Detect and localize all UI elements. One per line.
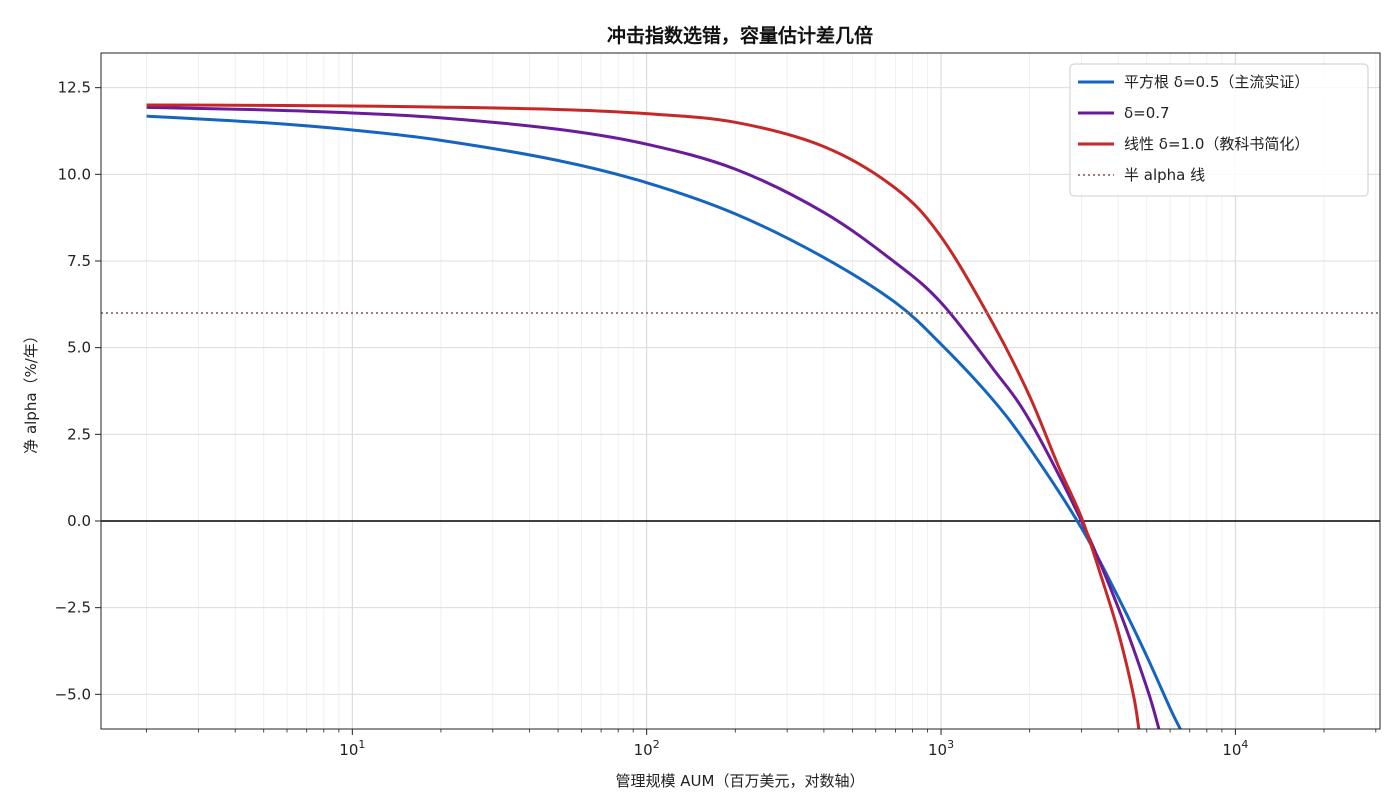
legend: 平方根 δ=0.5（主流实证） δ=0.7 线性 δ=1.0（教科书简化） 半 alp… (1069, 63, 1369, 197)
y-tick-label: −2.5 (55, 599, 91, 617)
legend-label: δ=0.7 (1124, 104, 1170, 122)
series-layer (101, 103, 1380, 729)
y-tick-label: 10.0 (58, 165, 91, 183)
x-tick-label: 102 (634, 738, 660, 759)
y-axis-label: 净 alpha（%/年） (22, 328, 40, 454)
y-tick-label: 7.5 (67, 252, 91, 270)
legend-box (1069, 63, 1369, 197)
legend-label: 线性 δ=1.0（教科书简化） (1124, 135, 1309, 153)
y-tick-label: −5.0 (55, 685, 91, 703)
series-delta07-line (146, 105, 1161, 729)
x-tick-label: 103 (928, 738, 954, 759)
y-tick-label: 0.0 (67, 512, 91, 530)
legend-label: 半 alpha 线 (1124, 166, 1205, 184)
x-tick-label: 104 (1222, 738, 1248, 759)
y-tick-label: 5.0 (67, 339, 91, 357)
x-tick-label: 101 (339, 738, 365, 759)
series-linear-line (146, 103, 1141, 729)
y-tick-label: 12.5 (58, 79, 91, 97)
y-tick-label: 2.5 (67, 425, 91, 443)
axes-layer: 12.5 10.0 7.5 5.0 2.5 0.0 −2.5 −5.0 101 102 103 104 (55, 52, 1381, 759)
series-sqrt-line (146, 114, 1182, 729)
plot-frame (100, 52, 1381, 730)
x-axis-label: 管理规模 AUM（百万美元，对数轴） (616, 772, 865, 790)
chart-title: 冲击指数选错，容量估计差几倍 (607, 24, 873, 47)
legend-label: 平方根 δ=0.5（主流实证） (1124, 73, 1309, 91)
